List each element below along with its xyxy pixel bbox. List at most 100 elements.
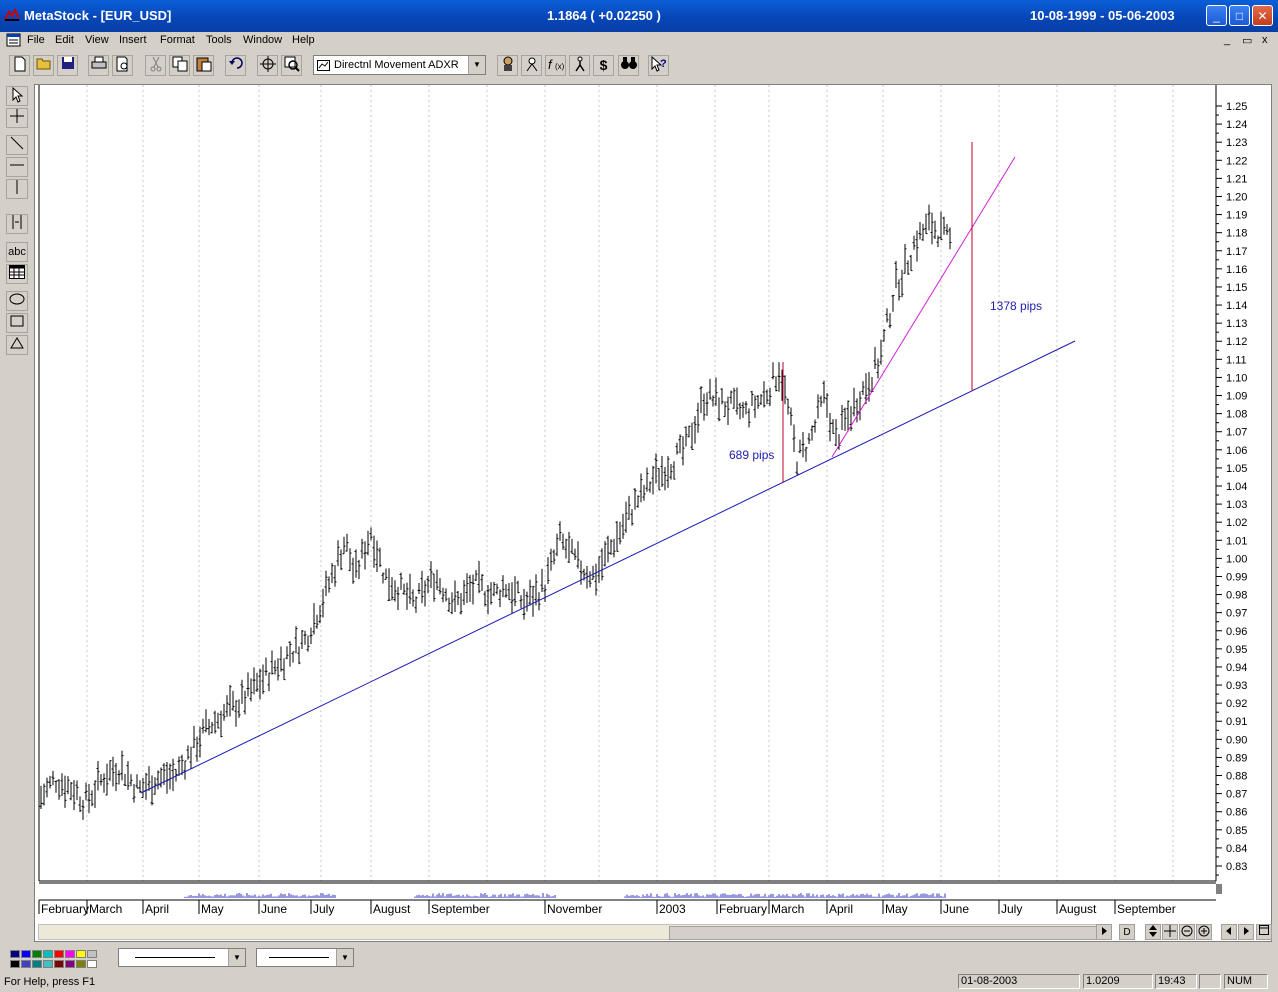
grid-tool[interactable] <box>6 264 28 284</box>
plus-icon <box>10 109 24 123</box>
chevron-down-icon[interactable]: ▼ <box>336 949 353 966</box>
scroll-left-end-button[interactable] <box>1221 924 1237 940</box>
color-swatch[interactable] <box>43 950 53 958</box>
menu-file[interactable]: File <box>27 34 45 46</box>
scissors-icon <box>150 56 161 72</box>
pan-button[interactable] <box>1162 924 1178 940</box>
color-swatch[interactable] <box>54 950 64 958</box>
zoom-button[interactable] <box>281 55 302 76</box>
line-weight-dropdown[interactable]: ▼ <box>256 948 354 967</box>
color-swatch[interactable] <box>32 950 42 958</box>
color-swatch[interactable] <box>65 950 75 958</box>
rectangle-tool[interactable] <box>6 313 28 333</box>
text-tool[interactable]: abc <box>6 242 28 262</box>
fit-window-button[interactable] <box>1256 924 1272 940</box>
zoom-in-button[interactable] <box>1196 924 1212 940</box>
document-icon[interactable] <box>6 33 21 47</box>
y-tick-label: 1.24 <box>1226 119 1247 131</box>
color-swatch[interactable] <box>54 960 64 968</box>
context-help-button[interactable]: ? <box>648 55 669 76</box>
crosshair-tool[interactable] <box>6 108 28 128</box>
indicator-builder-button[interactable]: f (x) <box>545 55 566 76</box>
vertical-resize-button[interactable] <box>1145 924 1161 940</box>
mdi-restore-button[interactable]: ▭ <box>1242 35 1253 47</box>
trendline-tool[interactable] <box>6 135 28 155</box>
horizontal-line-tool[interactable] <box>6 157 28 177</box>
system-tester-button[interactable] <box>569 55 590 76</box>
menu-view[interactable]: View <box>85 34 109 46</box>
minimize-button[interactable]: _ <box>1206 5 1227 26</box>
color-swatch[interactable] <box>10 950 20 958</box>
mdi-minimize-button[interactable]: _ <box>1224 34 1231 46</box>
chevron-down-icon[interactable]: ▼ <box>228 949 245 966</box>
chart-window[interactable]: 689 pips 1378 pips 1.25 1.24 1.23 1.22 1.21 1… <box>34 84 1272 942</box>
maximize-button[interactable]: □ <box>1229 5 1250 26</box>
expert-advisor-button[interactable] <box>497 55 518 76</box>
menu-insert[interactable]: Insert <box>119 34 147 46</box>
printer-icon <box>91 56 106 69</box>
color-swatch[interactable] <box>10 960 20 968</box>
print-button[interactable] <box>88 55 109 76</box>
status-num: NUM <box>1224 974 1268 989</box>
steep-trendline[interactable] <box>831 156 1016 458</box>
y-tick-label: 0.96 <box>1226 626 1247 638</box>
print-preview-button[interactable] <box>112 55 133 76</box>
mdi-close-button[interactable]: x <box>1262 34 1268 46</box>
up-down-arrow-icon <box>1149 925 1157 937</box>
menu-help[interactable]: Help <box>292 34 315 46</box>
paste-button[interactable] <box>193 55 214 76</box>
binoculars-button[interactable] <box>618 55 639 76</box>
menu-edit[interactable]: Edit <box>55 34 74 46</box>
menu-tools[interactable]: Tools <box>206 34 232 46</box>
svg-text:?: ? <box>660 58 667 70</box>
dollar-icon[interactable]: $ <box>593 55 614 76</box>
price-chart[interactable]: 689 pips 1378 pips 1.25 1.24 1.23 1.22 1.21 1… <box>35 85 1271 941</box>
triangle-tool[interactable] <box>6 335 28 355</box>
new-chart-button[interactable] <box>9 55 30 76</box>
vertical-line-tool[interactable] <box>6 179 28 199</box>
indicator-dropdown[interactable]: Directnl Movement ADXR ▼ <box>313 55 486 75</box>
color-swatch[interactable] <box>32 960 42 968</box>
y-tick-label: 1.17 <box>1226 246 1247 258</box>
line-weight-preview <box>269 957 329 958</box>
copy-button[interactable] <box>169 55 190 76</box>
zoom-out-button[interactable] <box>1179 924 1195 940</box>
close-button[interactable]: ✕ <box>1252 5 1273 26</box>
color-swatch[interactable] <box>76 960 86 968</box>
scroll-right-end-button[interactable] <box>1238 924 1254 940</box>
open-button[interactable] <box>33 55 54 76</box>
expert-icon <box>503 56 512 71</box>
color-swatch[interactable] <box>21 950 31 958</box>
x-axis-label: March <box>89 902 122 916</box>
x-axis-label: May <box>201 902 224 916</box>
crosshair-button[interactable] <box>257 55 278 76</box>
y-tick-label: 0.95 <box>1226 644 1247 656</box>
color-swatch[interactable] <box>65 960 75 968</box>
color-swatch[interactable] <box>87 960 97 968</box>
indicator-dropdown-value: Directnl Movement ADXR <box>334 59 459 71</box>
color-swatch[interactable] <box>76 950 86 958</box>
color-swatch[interactable] <box>43 960 53 968</box>
explorer-button[interactable] <box>521 55 542 76</box>
menu-format[interactable]: Format <box>160 34 195 46</box>
scroll-right-button[interactable] <box>1096 924 1112 940</box>
pointer-tool[interactable] <box>6 86 28 106</box>
y-tick-label: 0.89 <box>1226 752 1247 764</box>
support-trendline[interactable] <box>140 340 1076 794</box>
chevron-down-icon[interactable]: ▼ <box>468 56 485 74</box>
menu-window[interactable]: Window <box>243 34 283 46</box>
scroll-thumb[interactable] <box>669 926 1099 940</box>
periodicity-button[interactable]: D <box>1119 924 1135 940</box>
line-style-dropdown[interactable]: ▼ <box>118 948 246 967</box>
cut-button[interactable] <box>145 55 166 76</box>
color-swatch[interactable] <box>87 950 97 958</box>
undo-button[interactable] <box>225 55 246 76</box>
y-tick-label: 0.91 <box>1226 716 1247 728</box>
save-button[interactable] <box>57 55 78 76</box>
cycle-lines-tool[interactable] <box>6 214 28 234</box>
color-swatch[interactable] <box>21 960 31 968</box>
ellipse-tool[interactable] <box>6 291 28 311</box>
horizontal-scrollbar[interactable] <box>38 924 1099 940</box>
status-help-text: For Help, press F1 <box>4 976 96 988</box>
menu-bar: File Edit View Insert Format Tools Windo… <box>0 31 1278 50</box>
